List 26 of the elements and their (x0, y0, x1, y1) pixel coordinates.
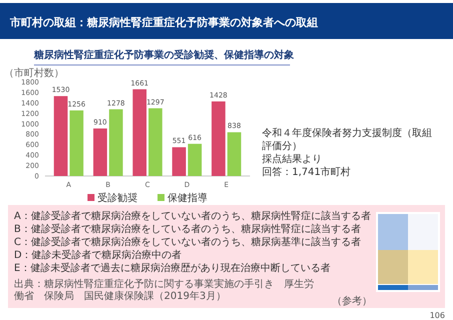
legend-label: 受診勧奨 (98, 192, 138, 204)
text: 106 (430, 311, 445, 320)
bar (132, 89, 146, 176)
text: C：健診受診者で糖尿病治療をしていない者のうち、糖尿病基準に該当する者 (14, 236, 361, 248)
text: B：健診受診者で糖尿病治療をしている者のうち、糖尿病性腎症に該当する者 (14, 223, 361, 235)
bar (109, 109, 123, 176)
bar (172, 147, 186, 176)
bar (148, 108, 162, 176)
bar (93, 128, 108, 176)
text: E：健診未受診者で過去に糖尿病治療歴があり現在治療中断している者 (14, 262, 330, 274)
text: 採点結果より (262, 153, 322, 165)
text: （参考） (332, 295, 372, 307)
text: 令和４年度保険者努力支援制度（取組評価分） (262, 127, 432, 152)
bar (188, 144, 202, 176)
bar (227, 132, 242, 176)
text: D：健診未受診者で糖尿病治療中の者 (14, 249, 182, 261)
chart-subtitle: 糖尿病性腎症重症化予防事業の受診勧奨、保健指導の対象 (33, 49, 294, 61)
text: A：健診受診者で糖尿病治療をしていない者のうち、糖尿病性腎症に該当する者 (14, 210, 371, 222)
bar (54, 96, 68, 176)
legend-label: 保健指導 (168, 192, 208, 204)
bar (212, 101, 226, 176)
bar (70, 110, 84, 176)
chart-title: 市町村の取組：糖尿病性腎症重症化予防事業の対象者への取組 (9, 16, 318, 29)
y-axis-title: （市町村数） (4, 67, 64, 79)
text: 回答：1,741市町村 (262, 166, 351, 178)
source-note: 出典：糖尿病性腎症重症化予防に関する事業実施の手引き 厚生労働省 保険局 国民健康保険課（2019年3月） (14, 278, 314, 302)
